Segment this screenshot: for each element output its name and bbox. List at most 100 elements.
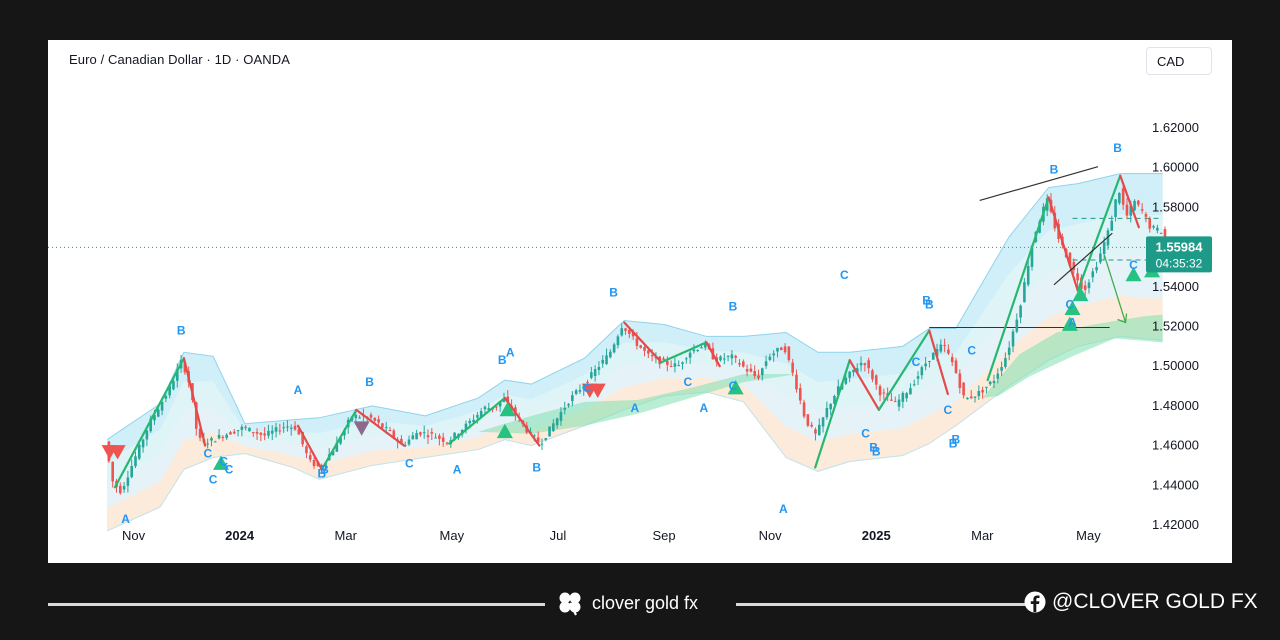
candle-body (958, 373, 962, 388)
candle-body (909, 388, 912, 395)
candle-body (977, 390, 981, 397)
candle-body (631, 331, 635, 337)
candle-body (126, 477, 130, 486)
buy-marker (496, 423, 513, 439)
candle-body (567, 403, 570, 406)
candle-body (149, 418, 152, 432)
candle-body (1023, 282, 1026, 303)
candle-body (255, 431, 259, 434)
candle-body (1129, 205, 1133, 216)
buy-marker (1125, 266, 1142, 282)
candle-body (221, 436, 225, 438)
candle-body (1091, 271, 1095, 278)
candle-body (859, 362, 863, 366)
candle-body (377, 419, 380, 423)
pattern-label: B (365, 375, 374, 389)
candle-body (434, 437, 437, 439)
candle-body (681, 362, 684, 364)
x-tick-label: Nov (759, 528, 783, 543)
candle-body (498, 401, 502, 407)
candle-body (590, 372, 593, 378)
candle-body (779, 347, 783, 351)
zigzag-line (1119, 174, 1140, 229)
candle-body (369, 414, 373, 418)
candle-body (806, 414, 810, 426)
candle-body (308, 455, 312, 460)
candle-body (704, 342, 707, 348)
candle-body (137, 444, 141, 459)
candle-body (890, 399, 893, 401)
candle-body (548, 426, 551, 437)
candle-body (175, 369, 179, 381)
candle-body (662, 358, 665, 360)
y-tick-label: 1.48000 (1152, 398, 1199, 413)
pattern-label: C (405, 456, 414, 470)
pattern-label: C (219, 454, 228, 468)
envelope-band (107, 214, 1163, 486)
candle-body (213, 441, 217, 443)
candle-body (168, 385, 171, 396)
candle-body (1106, 230, 1110, 246)
pattern-label: A (506, 345, 515, 359)
x-tick-label: May (1076, 528, 1101, 543)
candle-body (586, 381, 589, 383)
candle-body (650, 355, 654, 357)
candle-body (810, 424, 813, 427)
candle-body (1015, 319, 1019, 332)
zigzag-line (623, 321, 663, 364)
candle-body (1102, 242, 1106, 255)
candle-body (536, 437, 540, 443)
pattern-label: B (498, 353, 507, 367)
sell-marker (353, 421, 370, 436)
candle-body (871, 370, 874, 380)
candle-body (741, 361, 745, 367)
currency-button[interactable]: CAD (1146, 47, 1212, 75)
candle-body (1000, 367, 1003, 371)
candle-body (225, 434, 228, 438)
candle-body (985, 386, 988, 388)
pattern-label: C (840, 268, 849, 282)
envelope-band (107, 173, 1163, 463)
zigzag-line (503, 396, 541, 447)
candle-body (1114, 199, 1117, 217)
candle-body (973, 396, 977, 398)
pattern-label: B (869, 441, 878, 455)
candle-body (726, 355, 730, 357)
chart-panel: 1.62000 1.60000 1.58000 1.54000 1.52000 1.500… (48, 40, 1232, 563)
zigzag-line (986, 196, 1050, 382)
y-tick-label: 1.50000 (1152, 358, 1199, 373)
candle-body (605, 355, 608, 365)
candle-body (821, 417, 825, 427)
candle-body (210, 438, 213, 441)
candle-body (935, 349, 939, 357)
candle-body (787, 346, 791, 360)
buy-marker (727, 380, 744, 395)
candle-body (1144, 214, 1148, 217)
zigzag-line (296, 424, 323, 471)
x-tick-label: Mar (335, 528, 358, 543)
candle-body (1148, 218, 1152, 229)
candle-body (232, 431, 236, 434)
candle-body (833, 396, 836, 404)
candle-body (692, 349, 696, 352)
candle-body (415, 433, 418, 440)
candle-body (118, 485, 122, 494)
price-chart[interactable]: 1.62000 1.60000 1.58000 1.54000 1.52000 1.500… (48, 40, 1232, 563)
candle-body (495, 406, 498, 408)
candle-body (426, 435, 430, 438)
chart-title: Euro / Canadian Dollar · 1D · OANDA (69, 52, 290, 67)
candle-body (297, 429, 301, 435)
candle-body (943, 344, 946, 346)
pattern-label: B (1050, 163, 1059, 177)
y-tick-label: 1.60000 (1152, 160, 1199, 175)
candle-body (677, 365, 681, 367)
candle-body (122, 485, 126, 490)
footer-divider-left (48, 603, 545, 606)
candle-body (814, 429, 817, 434)
candle-body (647, 350, 650, 354)
x-tick-label: Sep (652, 528, 675, 543)
candle-body (1030, 245, 1034, 267)
candle-body (1163, 229, 1167, 239)
footer-divider-right (736, 603, 1032, 606)
candle-body (783, 346, 787, 353)
